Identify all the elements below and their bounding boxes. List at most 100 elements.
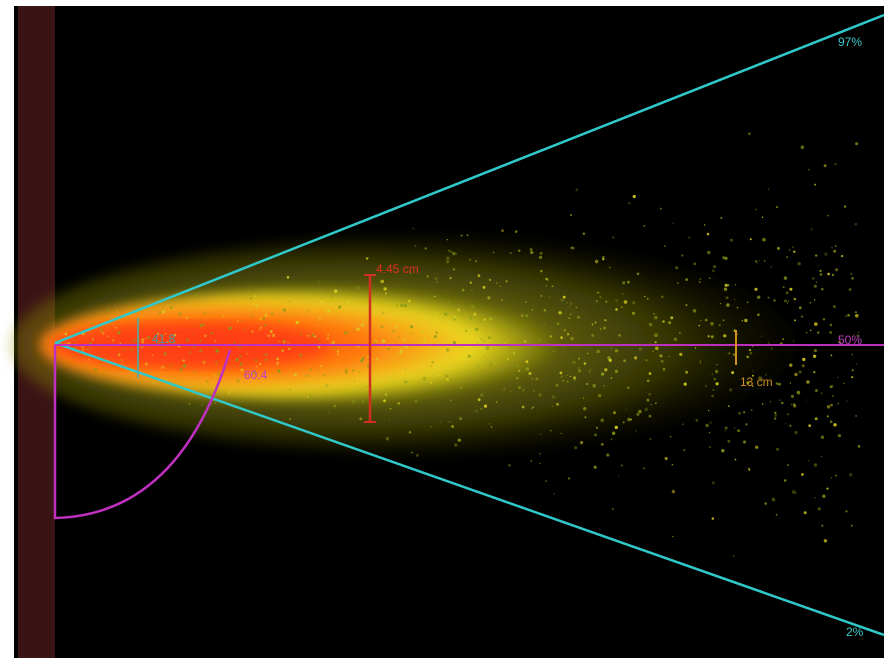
droplet — [446, 378, 449, 381]
droplet — [533, 390, 534, 391]
droplet — [813, 355, 816, 358]
droplet — [716, 364, 717, 365]
droplet — [818, 507, 821, 510]
droplet — [388, 377, 391, 380]
droplet — [793, 251, 795, 253]
droplet — [410, 325, 413, 328]
droplet — [831, 477, 833, 479]
droplet — [446, 260, 449, 263]
droplet — [827, 415, 829, 417]
droplet — [821, 456, 822, 457]
droplet — [237, 380, 240, 383]
droplet — [712, 517, 714, 519]
droplet — [751, 409, 753, 411]
droplet — [643, 468, 645, 470]
droplet — [416, 454, 419, 457]
droplet — [429, 375, 431, 377]
droplet — [435, 313, 437, 315]
droplet — [380, 280, 384, 284]
droplet — [826, 488, 828, 490]
droplet — [478, 365, 480, 367]
droplet — [708, 335, 710, 337]
droplet — [171, 363, 173, 365]
droplet — [358, 371, 360, 373]
droplet — [100, 330, 101, 331]
droplet — [650, 404, 652, 406]
droplet — [662, 320, 665, 323]
droplet — [480, 393, 483, 396]
droplet — [849, 288, 852, 291]
droplet — [411, 452, 413, 454]
droplet — [789, 288, 792, 291]
droplet — [430, 426, 431, 427]
droplet — [855, 311, 857, 313]
droplet — [400, 349, 403, 352]
droplet — [835, 245, 837, 247]
droplet — [312, 334, 315, 337]
droplet — [430, 365, 432, 367]
droplet — [427, 275, 429, 277]
droplet — [672, 536, 673, 537]
droplet — [730, 239, 733, 242]
droplet — [787, 413, 789, 415]
droplet — [145, 338, 146, 339]
droplet — [589, 369, 591, 371]
droplet — [594, 434, 597, 437]
droplet — [481, 351, 482, 352]
droplet — [283, 308, 286, 311]
droplet — [152, 355, 153, 356]
droplet — [756, 262, 757, 263]
droplet — [376, 358, 378, 360]
droplet — [705, 319, 708, 322]
droplet — [307, 335, 309, 337]
droplet — [776, 514, 778, 516]
droplet — [604, 385, 605, 386]
droplet — [381, 325, 384, 328]
droplet — [570, 337, 574, 341]
droplet — [356, 286, 359, 289]
droplet — [461, 235, 463, 237]
droplet — [821, 392, 823, 394]
droplet — [712, 373, 714, 375]
droplet — [649, 438, 651, 440]
droplet — [814, 497, 816, 499]
droplet — [521, 314, 524, 317]
droplet — [638, 410, 641, 413]
droplet — [338, 306, 341, 309]
droplet — [661, 360, 664, 363]
droplet — [455, 347, 456, 348]
droplet — [503, 388, 505, 390]
droplet — [815, 389, 818, 392]
droplet — [506, 280, 508, 282]
droplet — [630, 419, 632, 421]
droplet — [725, 427, 728, 430]
droplet — [734, 427, 735, 428]
droplet — [215, 341, 216, 342]
droplet — [757, 296, 760, 299]
droplet — [211, 332, 213, 334]
droplet — [183, 364, 187, 368]
droplet — [483, 318, 485, 320]
droplet — [647, 399, 650, 402]
droplet — [434, 335, 437, 338]
droplet — [549, 269, 550, 270]
droplet — [824, 539, 827, 542]
droplet — [384, 287, 387, 290]
droplet — [405, 369, 406, 370]
distance-label: 13 cm — [740, 375, 773, 389]
droplet — [181, 380, 182, 381]
droplet — [164, 352, 167, 355]
droplet — [435, 331, 438, 334]
droplet — [483, 340, 485, 342]
droplet — [646, 298, 648, 300]
droplet — [808, 424, 811, 427]
droplet — [496, 401, 497, 402]
droplet — [806, 380, 810, 384]
droplet — [779, 400, 780, 401]
droplet — [557, 322, 560, 325]
droplet — [178, 313, 181, 316]
droplet — [794, 373, 797, 376]
droplet — [635, 430, 636, 431]
droplet — [669, 356, 670, 357]
droplet — [411, 332, 413, 334]
